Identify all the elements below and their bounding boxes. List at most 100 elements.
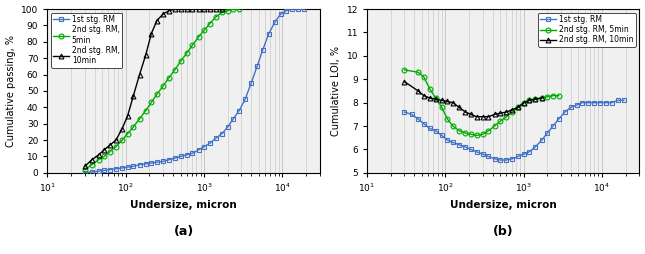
2nd stg. RM, 5min: [520, 101, 528, 104]
1st stg. RM: [165, 158, 173, 161]
1st stg. RM: [561, 110, 569, 114]
2nd stg. RM,
10min: [177, 8, 184, 11]
2nd stg. RM,
10min: [195, 8, 203, 11]
1st stg. RM: [142, 162, 150, 165]
2nd stg. RM,
10min: [95, 153, 103, 156]
1st stg. RM: [620, 99, 628, 102]
2nd stg. RM,
5min: [206, 22, 213, 25]
1st stg. RM: [579, 101, 586, 104]
2nd stg. RM,
5min: [159, 85, 167, 88]
1st stg. RM: [414, 118, 422, 121]
1st stg. RM: [408, 113, 415, 116]
2nd stg. RM,
5min: [148, 101, 155, 104]
2nd stg. RM,
5min: [95, 158, 103, 161]
1st stg. RM: [597, 101, 604, 104]
2nd stg. RM, 10min: [461, 110, 469, 114]
2nd stg. RM, 10min: [496, 112, 504, 115]
1st stg. RM: [112, 167, 120, 170]
1st stg. RM: [130, 165, 137, 168]
1st stg. RM: [544, 132, 551, 135]
2nd stg. RM, 10min: [438, 99, 446, 102]
1st stg. RM: [591, 101, 599, 104]
2nd stg. RM, 5min: [502, 115, 510, 118]
2nd stg. RM, 5min: [449, 124, 457, 128]
1st stg. RM: [200, 145, 208, 148]
Y-axis label: Cumulative passing, %: Cumulative passing, %: [6, 35, 15, 147]
1st stg. RM: [277, 12, 284, 15]
2nd stg. RM, 10min: [467, 113, 475, 116]
2nd stg. RM,
10min: [153, 19, 161, 22]
2nd stg. RM, 5min: [414, 71, 422, 74]
X-axis label: Undersize, micron: Undersize, micron: [450, 200, 557, 210]
1st stg. RM: [479, 153, 486, 156]
1st stg. RM: [283, 9, 290, 12]
Text: (b): (b): [493, 225, 513, 238]
1st stg. RM: [248, 81, 255, 84]
2nd stg. RM, 5min: [455, 129, 463, 132]
1st stg. RM: [531, 146, 539, 149]
2nd stg. RM,
5min: [118, 139, 126, 142]
1st stg. RM: [95, 170, 103, 173]
2nd stg. RM,
5min: [177, 60, 184, 63]
2nd stg. RM,
10min: [159, 12, 167, 15]
2nd stg. RM, 5min: [531, 98, 539, 101]
1st stg. RM: [159, 160, 167, 163]
2nd stg. RM,
10min: [135, 73, 143, 76]
2nd stg. RM,
5min: [235, 8, 243, 11]
2nd stg. RM, 10min: [401, 80, 408, 83]
2nd stg. RM,
10min: [148, 32, 155, 35]
2nd stg. RM,
5min: [195, 35, 203, 38]
1st stg. RM: [426, 127, 433, 130]
1st stg. RM: [401, 110, 408, 114]
2nd stg. RM,
5min: [200, 29, 208, 32]
2nd stg. RM,
5min: [135, 117, 143, 120]
1st stg. RM: [444, 139, 452, 142]
1st stg. RM: [288, 8, 296, 11]
2nd stg. RM, 10min: [502, 110, 510, 114]
2nd stg. RM, 5min: [484, 129, 492, 132]
2nd stg. RM,
5min: [130, 125, 137, 129]
1st stg. RM: [538, 139, 546, 142]
2nd stg. RM, 10min: [491, 113, 499, 116]
2nd stg. RM,
10min: [106, 144, 114, 147]
1st stg. RM: [212, 137, 219, 140]
2nd stg. RM, 5min: [467, 133, 475, 136]
2nd stg. RM, 10min: [484, 115, 492, 118]
2nd stg. RM, 5min: [496, 120, 504, 123]
2nd stg. RM, 10min: [508, 108, 516, 111]
2nd stg. RM,
5min: [224, 9, 232, 12]
2nd stg. RM,
10min: [218, 8, 226, 11]
Line: 2nd stg. RM, 10min: 2nd stg. RM, 10min: [402, 79, 544, 119]
1st stg. RM: [432, 129, 439, 132]
2nd stg. RM,
10min: [81, 165, 88, 168]
2nd stg. RM,
10min: [206, 8, 213, 11]
2nd stg. RM,
10min: [200, 8, 208, 11]
2nd stg. RM,
10min: [88, 158, 95, 161]
2nd stg. RM,
5min: [81, 168, 88, 171]
2nd stg. RM,
5min: [218, 11, 226, 14]
X-axis label: Undersize, micron: Undersize, micron: [130, 200, 237, 210]
2nd stg. RM, 5min: [514, 106, 522, 109]
1st stg. RM: [88, 170, 95, 173]
1st stg. RM: [188, 152, 196, 155]
Legend: 1st stg. RM, 2nd stg. RM,
5min, 2nd stg. RM,
10min: 1st stg. RM, 2nd stg. RM, 5min, 2nd stg.…: [51, 13, 122, 68]
2nd stg. RM,
5min: [100, 155, 108, 158]
2nd stg. RM, 10min: [514, 106, 522, 109]
1st stg. RM: [573, 103, 580, 106]
2nd stg. RM,
5min: [171, 68, 179, 71]
2nd stg. RM,
5min: [153, 93, 161, 96]
2nd stg. RM, 10min: [538, 97, 546, 100]
2nd stg. RM,
10min: [112, 139, 120, 142]
2nd stg. RM,
10min: [165, 9, 173, 12]
1st stg. RM: [301, 8, 308, 11]
Line: 1st stg. RM: 1st stg. RM: [83, 7, 307, 175]
1st stg. RM: [608, 101, 615, 104]
2nd stg. RM, 5min: [544, 95, 551, 98]
2nd stg. RM,
10min: [100, 148, 108, 151]
Legend: 1st stg. RM, 2nd stg. RM, 5min, 2nd stg. RM, 10min: 1st stg. RM, 2nd stg. RM, 5min, 2nd stg.…: [538, 13, 635, 47]
2nd stg. RM, 10min: [531, 98, 539, 101]
1st stg. RM: [491, 157, 499, 160]
1st stg. RM: [206, 142, 213, 145]
2nd stg. RM, 5min: [444, 118, 452, 121]
1st stg. RM: [100, 169, 108, 172]
